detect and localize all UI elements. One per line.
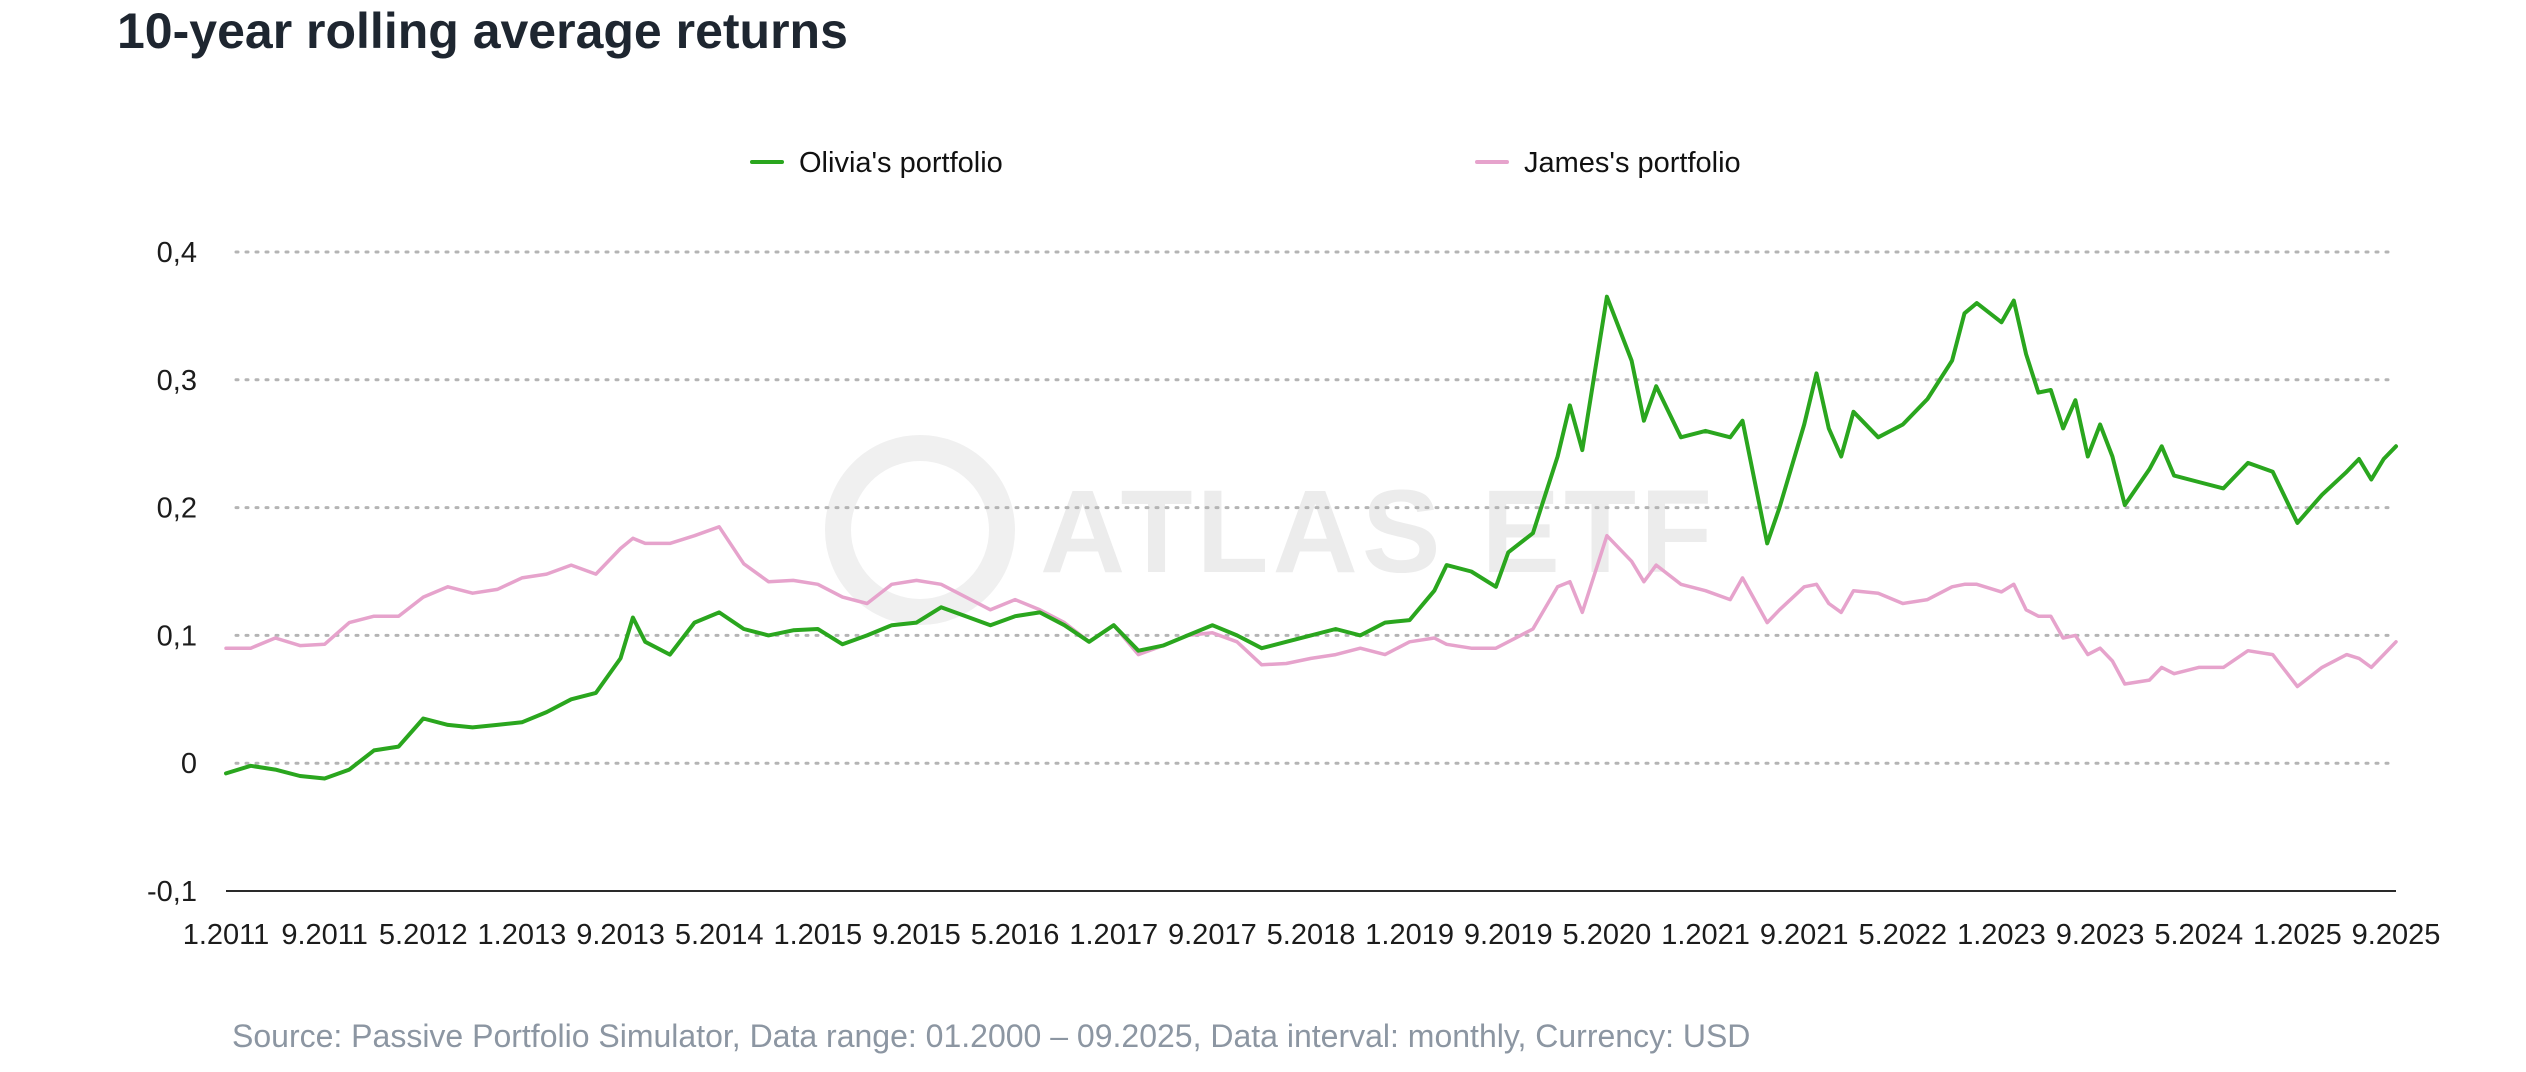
x-tick-label: 5.2014 (675, 919, 764, 951)
james-series-line (224, 525, 2398, 689)
x-tick-label: 9.2013 (576, 919, 665, 951)
x-tick-label: 9.2015 (872, 919, 961, 951)
legend-item-olivia: Olivia's portfolio (750, 147, 1003, 179)
x-tick-label: 5.2024 (2154, 919, 2243, 951)
x-tick-label: 5.2016 (971, 919, 1060, 951)
legend-item-james: James's portfolio (1475, 147, 1741, 179)
y-tick-label: 0,4 (157, 237, 197, 269)
x-tick-label: 5.2012 (379, 919, 468, 951)
series-lines (224, 294, 2398, 781)
legend: Olivia's portfolio James's portfolio (750, 147, 1741, 179)
y-tick-label: 0 (181, 748, 197, 780)
x-tick-label: 9.2019 (1464, 919, 1553, 951)
watermark: ATLAS ETF (825, 435, 1716, 625)
x-tick-label: 1.2013 (478, 919, 567, 951)
x-tick-label: 9.2025 (2352, 919, 2441, 951)
y-tick-label: 0,2 (157, 493, 197, 525)
legend-label: Olivia's portfolio (799, 147, 1003, 179)
x-tick-label: 9.2011 (281, 919, 368, 951)
x-tick-label: 9.2023 (2056, 919, 2145, 951)
x-tick-label: 1.2019 (1365, 919, 1454, 951)
olivia-series-line (224, 294, 2398, 781)
x-axis: 1.2011 9.2011 5.2012 1.2013 9.2013 5.2014 1.20… (183, 919, 2441, 951)
x-tick-label: 5.2018 (1267, 919, 1356, 951)
gridlines (234, 250, 2398, 765)
x-tick-label: 1.2011 (183, 919, 270, 951)
x-tick-label: 1.2025 (2253, 919, 2342, 951)
x-tick-label: 1.2023 (1957, 919, 2046, 951)
chart-title: 10-year rolling average returns (117, 3, 848, 59)
x-tick-label: 9.2021 (1760, 919, 1849, 951)
y-tick-label: -0,1 (147, 876, 197, 908)
watermark-text: ATLAS ETF (1040, 466, 1716, 598)
y-tick-label: 0,1 (157, 620, 197, 652)
source-note: Source: Passive Portfolio Simulator, Dat… (232, 1018, 1750, 1054)
y-axis: 0,4 0,3 0,2 0,1 0 -0,1 (147, 237, 197, 908)
x-tick-label: 1.2015 (773, 919, 862, 951)
x-tick-label: 5.2022 (1858, 919, 1947, 951)
x-tick-label: 5.2020 (1563, 919, 1652, 951)
legend-label: James's portfolio (1524, 147, 1741, 179)
x-tick-label: 1.2021 (1661, 919, 1750, 951)
x-tick-label: 1.2017 (1069, 919, 1158, 951)
x-tick-label: 9.2017 (1168, 919, 1257, 951)
y-tick-label: 0,3 (157, 365, 197, 397)
